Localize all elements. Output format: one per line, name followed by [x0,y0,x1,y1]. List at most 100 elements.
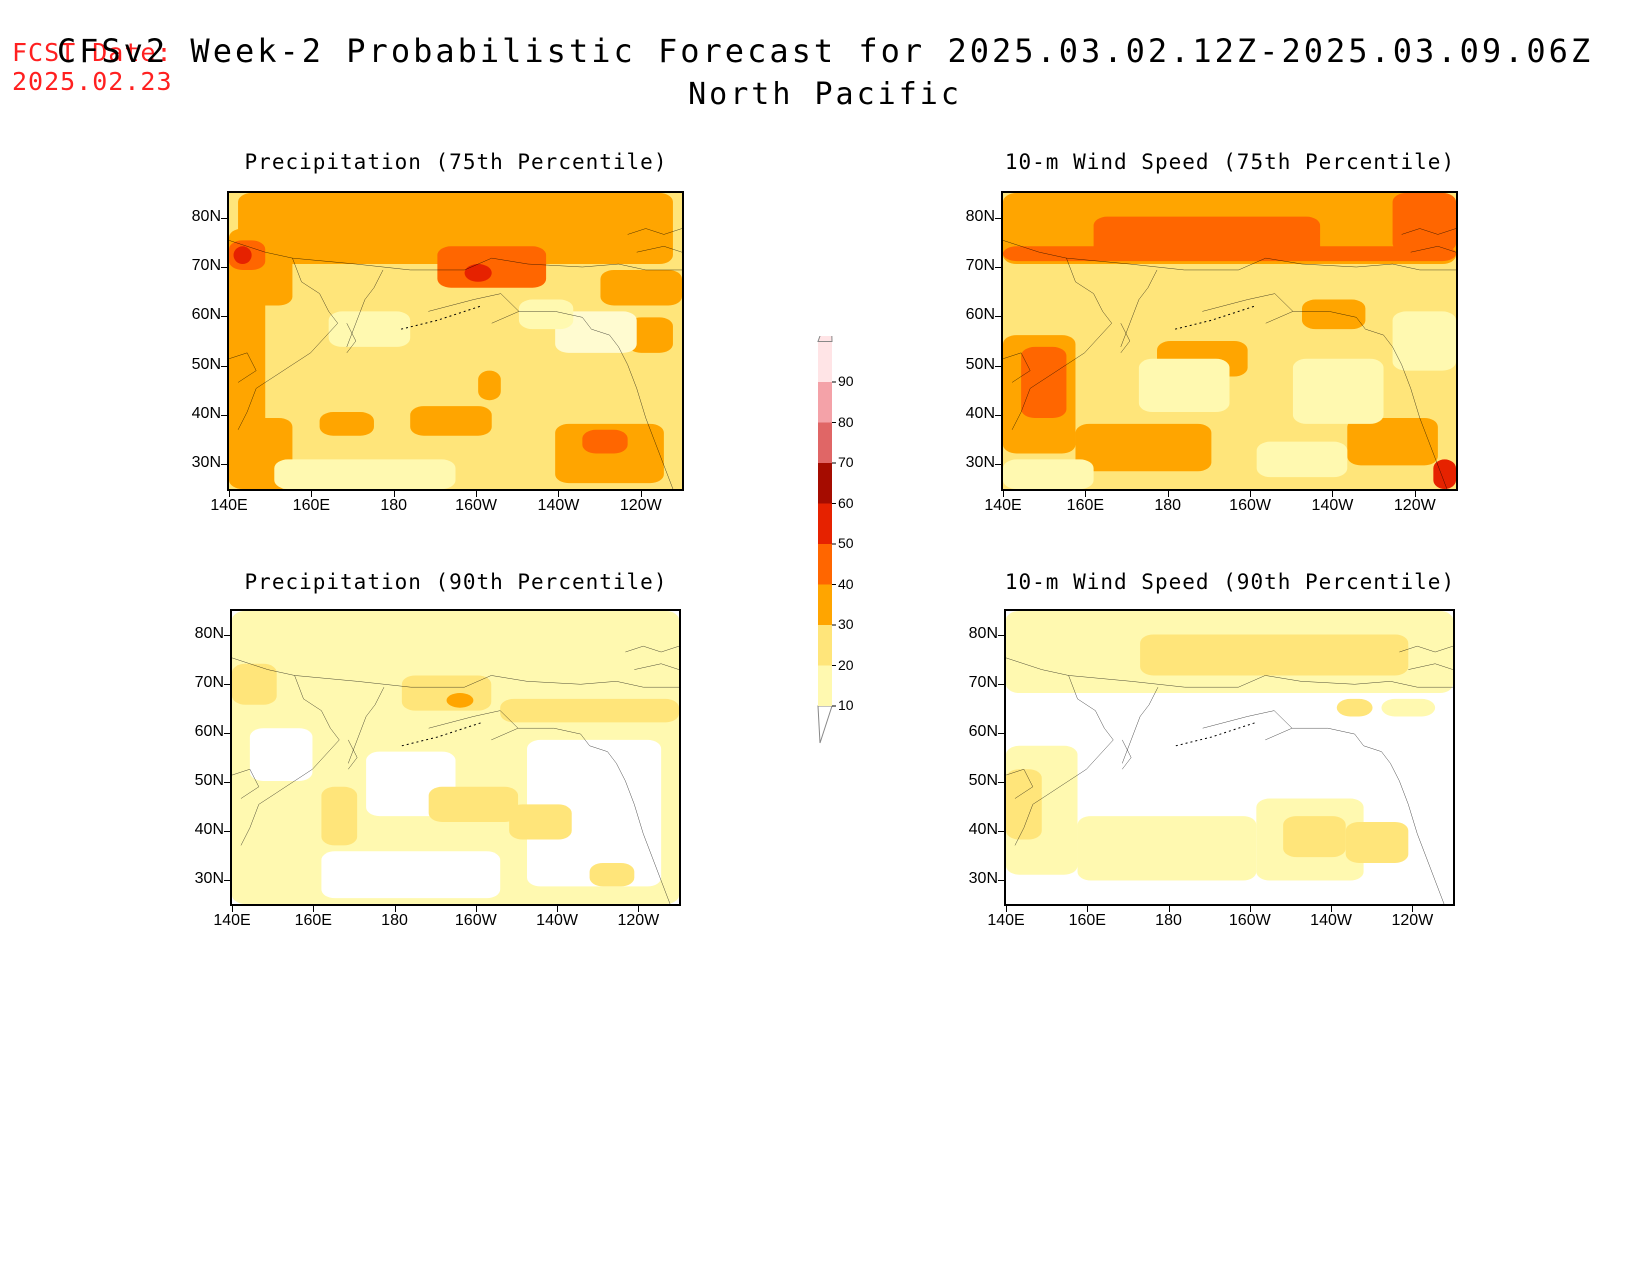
lon-tick [1412,906,1414,912]
field-patch [1336,698,1373,717]
map-precip-75-field [229,193,682,489]
field-patch [401,675,492,711]
coastline [637,246,682,252]
lon-tick [1085,491,1087,497]
field-patch [233,246,252,265]
field-patch [1003,246,1456,262]
field-patch [1003,459,1094,489]
lat-label: 60N [191,306,221,324]
lat-label: 30N [191,454,221,472]
lon-label: 160W [455,497,497,514]
map-precip-90 [230,609,681,906]
lat-tick [995,415,1001,416]
lat-tick [998,879,1004,881]
coastline [348,740,357,769]
field-patch [328,311,411,347]
lon-tick [1250,491,1252,497]
colorbar-segment [818,584,832,625]
figure-title: CFSv2 Week-2 Probabilistic Forecast for … [0,32,1650,114]
field-patch [1021,346,1067,418]
lon-tick [476,491,478,497]
field-patch [249,728,313,781]
lat-label: 70N [191,257,221,274]
field-patch [1347,417,1438,466]
field-patch [464,264,492,282]
lat-tick [995,316,1001,318]
coastline [1006,658,1453,687]
lat-label: 40N [965,405,995,422]
title-main: CFSv2 Week-2 Probabilistic Forecast for … [56,32,1594,70]
colorbar-label: 50 [838,535,854,551]
colorbar-label: 10 [838,697,854,713]
lat-tick [224,733,230,735]
map-wind-90-field [1006,611,1453,904]
field-patch [321,786,358,846]
lat-label: 50N [194,771,224,789]
panel-title-wind-90: 10-m Wind Speed (90th Percentile) [1004,570,1456,594]
lat-tick [221,464,227,466]
colorbar-extend-low [817,705,833,744]
field-patch [1229,652,1319,676]
map-precip-75 [227,191,684,491]
lat-tick [224,684,230,686]
coastline [1003,240,1456,270]
colorbar-label: 60 [838,494,854,511]
coastline [1012,258,1112,430]
lat-tick [995,217,1001,219]
field-patch [518,299,574,330]
coastline [1402,229,1456,235]
panel-title-precip-90: Precipitation (90th Percentile) [244,570,668,594]
lon-tick [475,906,477,912]
coastline [1202,294,1293,324]
coastline [232,769,259,798]
lon-tick [1003,491,1004,497]
lat-tick [995,464,1001,466]
map-wind-75 [1001,191,1458,491]
field-patch [1392,311,1456,371]
lat-label: 50N [191,355,221,373]
lon-tick [1168,906,1170,912]
lat-tick [221,415,227,416]
lat-tick [221,365,227,367]
lon-tick [394,906,396,912]
coastline [1003,353,1030,383]
lat-tick [998,635,1004,637]
coastline [1408,664,1453,670]
field-patch [589,862,635,887]
panel-title-wind-75: 10-m Wind Speed (75th Percentile) [1004,150,1456,174]
colorbar-segment [818,544,832,585]
lon-label: 120W [619,497,662,514]
map-precip-90-field [232,611,679,904]
lat-tick [224,879,230,881]
field-patch [238,193,673,265]
lat-tick [998,781,1004,783]
coastline [1122,687,1158,763]
lon-label: 120W [1393,497,1436,514]
colorbar-label: 30 [838,616,854,632]
lon-tick [558,491,560,497]
field-patch [1077,816,1257,881]
field-patch [500,698,679,723]
lat-label: 40N [194,820,224,838]
lon-label: 140E [987,912,1025,929]
coastline [519,311,673,489]
lat-tick [998,684,1004,686]
field-patch [1381,698,1436,717]
lon-tick [311,491,313,497]
lat-label: 50N [965,355,995,373]
lon-label: 140E [210,497,248,514]
lat-tick [221,267,227,268]
field-patch [437,246,547,288]
field-patch [232,663,277,705]
panel-title-precip-75: Precipitation (75th Percentile) [244,150,668,174]
aleutian-islands [401,305,483,329]
coastline [428,294,519,324]
coastline [232,658,679,687]
colorbar-label: 80 [838,413,854,430]
lat-tick [224,830,230,832]
coastline [241,675,339,845]
lat-tick [995,267,1001,268]
coastline [1006,769,1033,798]
coastline [1399,646,1453,652]
field-patch [1006,769,1042,840]
